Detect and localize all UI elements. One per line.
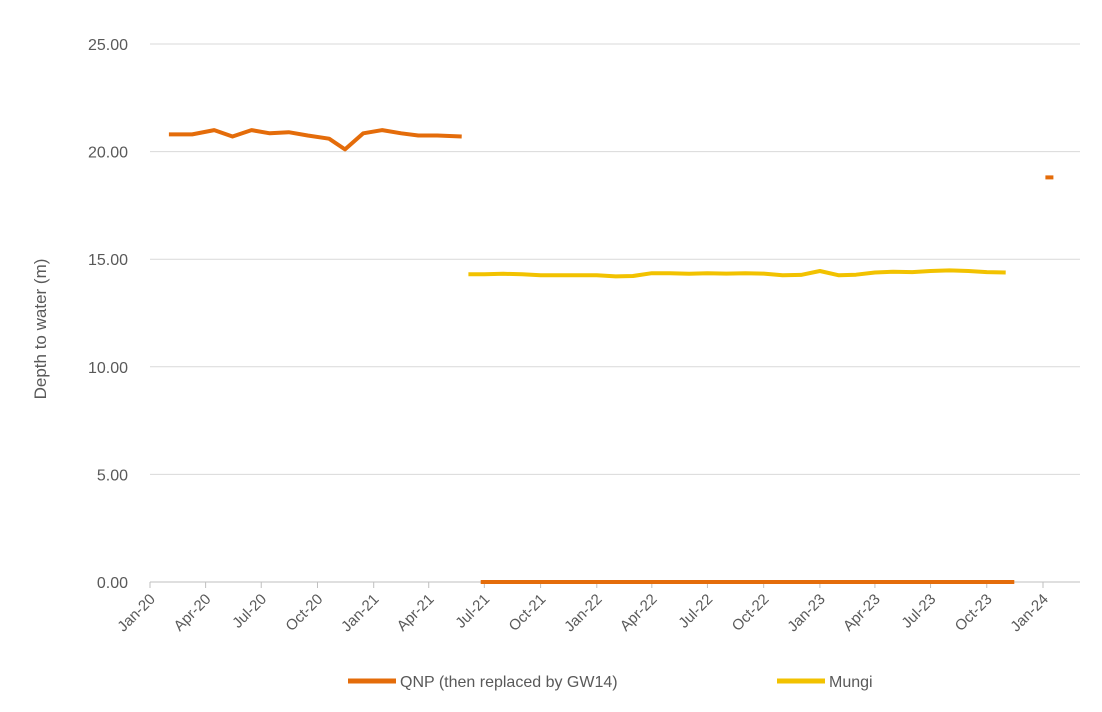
x-tick-label: Apr-21 bbox=[394, 591, 438, 635]
series-line-2-segment-1 bbox=[468, 268, 1006, 279]
y-axis-tick-labels: 0.00 5.00 10.00 15.00 20.00 25.00 bbox=[88, 37, 128, 592]
x-tick-label: Jan-20 bbox=[114, 591, 158, 635]
x-tick-label: Oct-20 bbox=[282, 591, 326, 635]
y-tick-label: 25.00 bbox=[88, 37, 128, 54]
x-tick-label: Jul-20 bbox=[229, 591, 270, 632]
legend-label: QNP (then replaced by GW14) bbox=[400, 674, 618, 691]
x-tick-label: Apr-23 bbox=[840, 591, 884, 635]
x-tick-label: Jul-21 bbox=[452, 591, 493, 632]
x-tick-label: Oct-21 bbox=[506, 591, 550, 635]
x-tick-label: Jul-23 bbox=[898, 591, 939, 632]
y-tick-label: 10.00 bbox=[88, 360, 128, 377]
series-lines bbox=[168, 128, 1054, 584]
x-axis-tick-labels: Jan-20 Apr-20 Jul-20 Oct-20 Jan-21 Apr-21 Jul-… bbox=[114, 591, 1051, 635]
y-tick-label: 15.00 bbox=[88, 252, 128, 269]
y-tick-label: 5.00 bbox=[97, 467, 128, 484]
x-tick-label: Apr-20 bbox=[171, 591, 215, 635]
y-tick-label: 20.00 bbox=[88, 145, 128, 162]
x-tick-label: Oct-23 bbox=[952, 591, 996, 635]
x-tick-label: Apr-22 bbox=[617, 591, 661, 635]
x-tick-label: Jan-24 bbox=[1007, 591, 1051, 635]
x-tick-label: Jul-22 bbox=[675, 591, 716, 632]
series-line-1-segment-1 bbox=[168, 128, 462, 152]
x-tick-label: Oct-22 bbox=[729, 591, 773, 635]
y-tick-label: 0.00 bbox=[97, 575, 128, 592]
y-axis-title: Depth to water (m) bbox=[31, 259, 50, 400]
legend: QNP (then replaced by GW14) Mungi bbox=[348, 674, 873, 691]
x-tick-label: Jan-22 bbox=[561, 591, 605, 635]
x-tick-label: Jan-23 bbox=[784, 591, 828, 635]
legend-label: Mungi bbox=[829, 674, 873, 691]
gridlines bbox=[150, 43, 1080, 475]
x-tick-label: Jan-21 bbox=[338, 591, 382, 635]
